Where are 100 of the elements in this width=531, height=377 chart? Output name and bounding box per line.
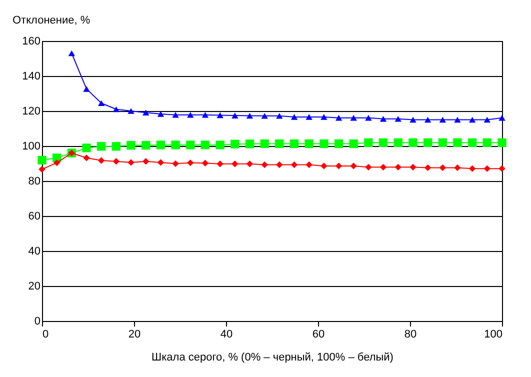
x-tick-label: 100 bbox=[484, 328, 502, 340]
point bbox=[364, 138, 373, 148]
point bbox=[112, 142, 121, 151]
point bbox=[306, 114, 312, 120]
point bbox=[439, 164, 446, 172]
point bbox=[482, 138, 492, 148]
point bbox=[335, 114, 342, 121]
point bbox=[142, 110, 150, 116]
point bbox=[246, 160, 254, 168]
point bbox=[172, 112, 179, 118]
point bbox=[320, 114, 328, 120]
point bbox=[128, 108, 134, 114]
point bbox=[83, 154, 90, 162]
y-tick-label: 100 bbox=[22, 140, 40, 152]
point bbox=[484, 165, 490, 172]
point bbox=[202, 112, 209, 118]
point bbox=[408, 138, 418, 148]
point bbox=[394, 164, 402, 171]
point bbox=[202, 160, 209, 167]
point bbox=[54, 159, 60, 166]
point bbox=[232, 112, 238, 118]
point bbox=[216, 112, 224, 118]
point bbox=[68, 50, 76, 56]
point bbox=[380, 116, 387, 122]
x-tick-label: 80 bbox=[404, 328, 417, 340]
point bbox=[157, 111, 164, 117]
point bbox=[216, 160, 224, 168]
point bbox=[172, 160, 179, 168]
point bbox=[275, 139, 284, 148]
point bbox=[410, 164, 416, 171]
point bbox=[438, 138, 447, 148]
point bbox=[468, 116, 476, 123]
y-axis-title: Отклонение, % bbox=[12, 14, 90, 26]
point bbox=[200, 140, 210, 150]
point bbox=[334, 139, 344, 148]
point bbox=[260, 139, 269, 148]
point bbox=[38, 166, 46, 173]
point bbox=[230, 140, 240, 148]
y-tick-label: 140 bbox=[22, 70, 40, 82]
point bbox=[378, 138, 388, 148]
x-tick-label: 60 bbox=[312, 328, 325, 340]
point bbox=[128, 159, 134, 166]
point bbox=[394, 116, 402, 122]
point bbox=[350, 114, 357, 121]
point bbox=[246, 112, 254, 119]
point bbox=[468, 165, 476, 172]
point bbox=[468, 138, 477, 148]
point bbox=[171, 140, 180, 150]
point bbox=[290, 114, 298, 120]
point bbox=[365, 164, 372, 171]
point bbox=[454, 164, 461, 172]
point bbox=[365, 114, 372, 121]
point bbox=[410, 116, 416, 123]
point bbox=[187, 159, 194, 166]
point bbox=[423, 138, 432, 148]
point bbox=[498, 165, 506, 172]
y-tick-label: 60 bbox=[28, 210, 40, 222]
point bbox=[97, 142, 106, 151]
point bbox=[320, 139, 328, 148]
x-tick-label: 0 bbox=[42, 328, 49, 340]
x-tick-label: 20 bbox=[128, 328, 141, 340]
point bbox=[320, 162, 328, 170]
point bbox=[349, 139, 358, 148]
point bbox=[424, 164, 432, 172]
point bbox=[142, 140, 150, 150]
point bbox=[142, 158, 150, 165]
point bbox=[350, 162, 357, 170]
y-tick-label: 0 bbox=[34, 316, 40, 328]
x-axis-title: Шкала серого, % (0% – черный, 100% – белый) bbox=[152, 352, 394, 364]
point bbox=[83, 86, 90, 92]
y-tick-label: 120 bbox=[22, 106, 40, 118]
point bbox=[454, 116, 461, 123]
point bbox=[276, 112, 283, 119]
point bbox=[439, 116, 446, 123]
point bbox=[424, 116, 432, 123]
point bbox=[304, 139, 314, 148]
point bbox=[484, 116, 490, 123]
point bbox=[156, 140, 166, 150]
point bbox=[186, 140, 195, 150]
point bbox=[498, 114, 506, 121]
point bbox=[245, 140, 254, 148]
point bbox=[216, 140, 224, 150]
point bbox=[98, 100, 105, 106]
point bbox=[112, 158, 120, 165]
point bbox=[232, 160, 238, 168]
point bbox=[380, 164, 387, 171]
point bbox=[290, 139, 299, 148]
point bbox=[112, 106, 120, 112]
point bbox=[157, 159, 164, 166]
point bbox=[276, 161, 283, 168]
point bbox=[453, 138, 462, 148]
point bbox=[335, 162, 342, 170]
y-tick-label: 40 bbox=[28, 246, 40, 258]
x-tick-label: 40 bbox=[220, 328, 233, 340]
point bbox=[98, 157, 105, 164]
point bbox=[126, 140, 136, 150]
y-tick-label: 160 bbox=[22, 36, 40, 48]
point bbox=[261, 112, 268, 119]
y-tick-label: 20 bbox=[28, 280, 40, 292]
point bbox=[82, 144, 91, 152]
